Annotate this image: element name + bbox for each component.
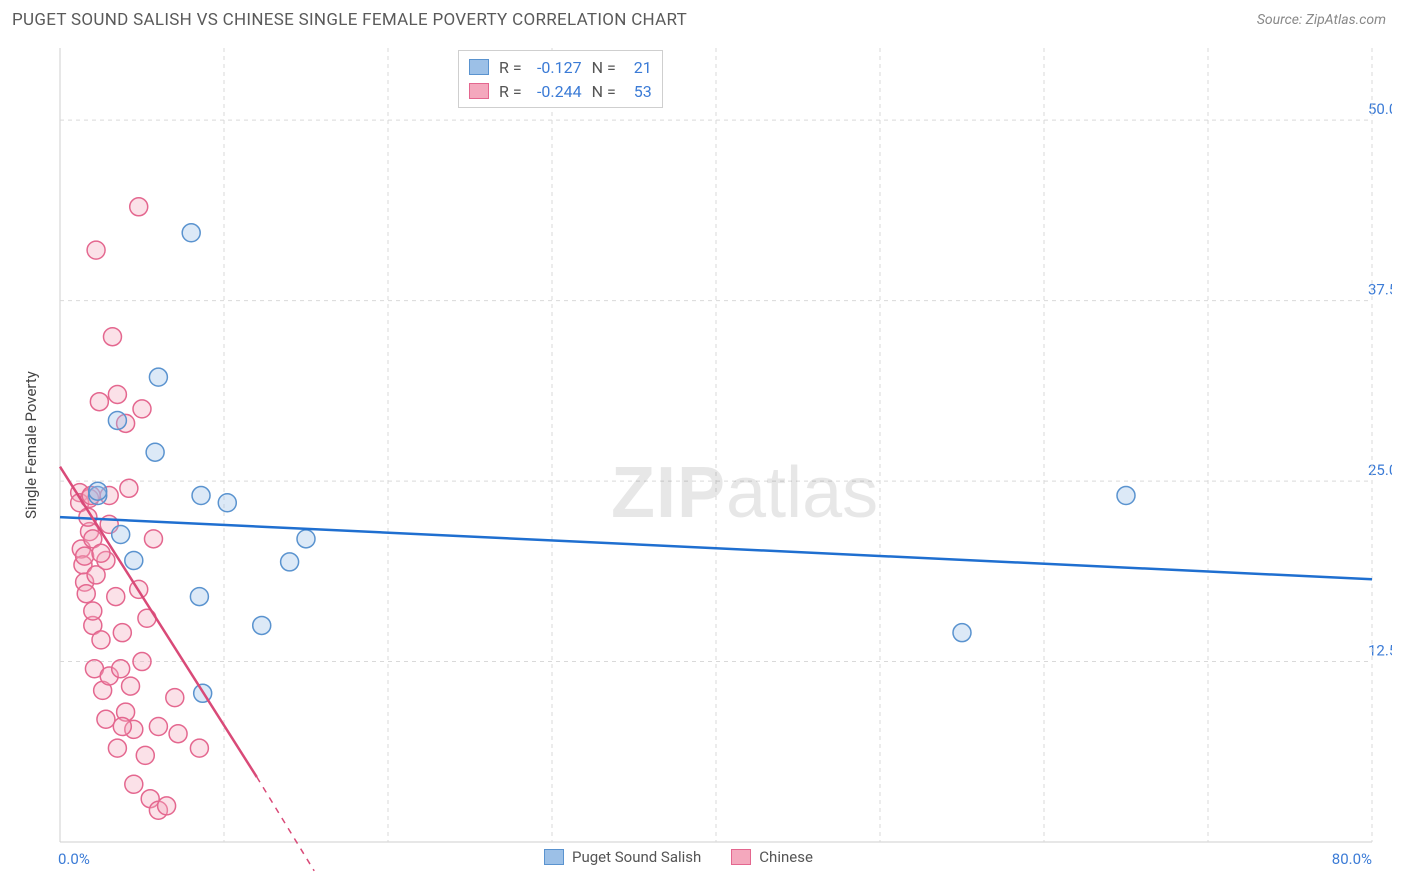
legend-item: Puget Sound Salish [544,848,701,866]
legend-swatch [469,83,489,99]
legend-label: Puget Sound Salish [572,848,701,866]
legend-row: R =-0.244N =53 [469,79,652,103]
scatter-chart: 12.5%25.0%37.5%50.0%0.0%80.0%Single Fema… [14,38,1392,874]
legend-swatch [731,849,751,865]
legend-row: R =-0.127N =21 [469,55,652,79]
correlation-legend: R =-0.127N =21R =-0.244N =53 [458,50,663,108]
svg-text:25.0%: 25.0% [1368,461,1392,479]
legend-item: Chinese [731,848,813,866]
svg-text:0.0%: 0.0% [58,850,90,868]
legend-swatch [544,849,564,865]
svg-text:Single Female Poverty: Single Female Poverty [22,371,40,519]
chart-source: Source: ZipAtlas.com [1257,12,1386,28]
legend-label: Chinese [759,848,813,866]
chart-container: 12.5%25.0%37.5%50.0%0.0%80.0%Single Fema… [14,38,1392,874]
svg-text:80.0%: 80.0% [1332,850,1372,868]
series-legend: Puget Sound Salish Chinese [544,848,813,866]
chart-header: PUGET SOUND SALISH VS CHINESE SINGLE FEM… [0,0,1406,34]
legend-swatch [469,59,489,75]
chart-title: PUGET SOUND SALISH VS CHINESE SINGLE FEM… [12,10,687,30]
